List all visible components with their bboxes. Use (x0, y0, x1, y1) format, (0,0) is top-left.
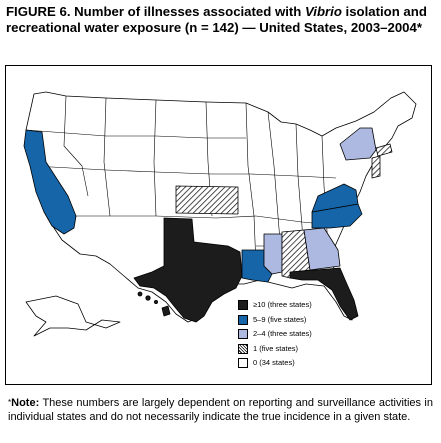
legend-item: 5–9 (five states) (238, 313, 312, 328)
state-connecticut (375, 143, 393, 157)
map-frame: ≥10 (three states) 5–9 (five states) 2–4… (5, 65, 432, 385)
state-kansas (175, 185, 239, 215)
us-map (23, 91, 417, 337)
state-new-york (339, 127, 377, 161)
footnote-marker: * (8, 398, 12, 407)
legend-item: ≥10 (three states) (238, 298, 312, 313)
state-florida (289, 267, 359, 321)
state-texas (133, 217, 243, 323)
legend-swatch (238, 314, 248, 325)
figure-title: FIGURE 6. Number of illnesses associated… (6, 4, 438, 36)
legend-label: 1 (five states) (253, 343, 299, 353)
legend-swatch (238, 343, 248, 354)
legend-swatch (238, 300, 248, 311)
legend-item: 0 (34 states) (238, 356, 312, 371)
footnote-text: These numbers are largely dependent on r… (8, 397, 433, 424)
state-california (23, 129, 77, 235)
title-suffix: isolation and recreational water exposur… (6, 4, 427, 35)
map-legend: ≥10 (three states) 5–9 (five states) 2–4… (238, 298, 312, 371)
legend-item: 1 (five states) (238, 342, 312, 357)
legend-label: 0 (34 states) (253, 358, 295, 367)
state-alaska (25, 295, 121, 337)
state-new-jersey (371, 155, 381, 179)
state-mississippi (263, 233, 283, 275)
footnote: *Note: These numbers are largely depende… (8, 396, 433, 424)
legend-label: 2–4 (three states) (253, 329, 312, 338)
legend-label: ≥10 (three states) (253, 300, 312, 309)
state-hawaii (137, 291, 171, 317)
legend-label: 5–9 (five states) (253, 314, 307, 324)
legend-item: 2–4 (three states) (238, 327, 312, 342)
state-borders (25, 95, 345, 277)
legend-swatch (238, 358, 248, 369)
title-prefix: FIGURE 6. Number of illnesses associated… (6, 4, 305, 19)
legend-swatch (238, 329, 248, 340)
footnote-heading: Note: (11, 397, 40, 409)
state-virginia (311, 183, 359, 213)
title-organism: Vibrio (305, 4, 342, 19)
